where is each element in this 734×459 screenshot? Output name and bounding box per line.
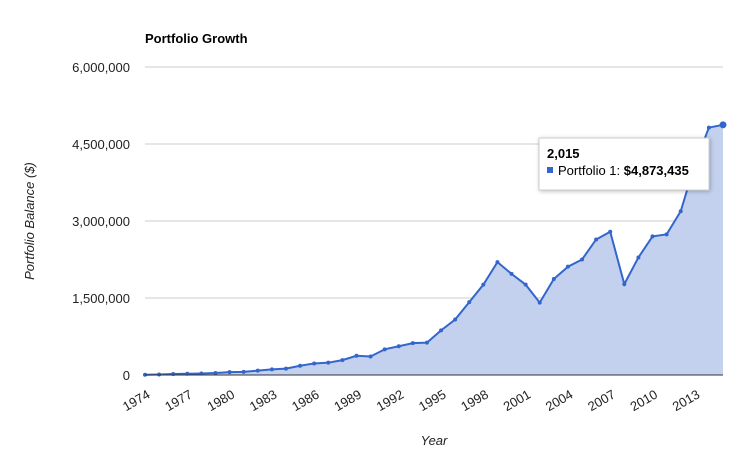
tooltip-value: $4,873,435 xyxy=(624,163,689,178)
data-point[interactable] xyxy=(594,237,599,242)
y-tick-label: 3,000,000 xyxy=(72,214,130,229)
tooltip-series-swatch xyxy=(547,167,553,173)
x-tick-label: 1983 xyxy=(247,387,280,414)
x-tick-label: 1992 xyxy=(374,387,407,414)
x-tick-label: 2004 xyxy=(543,387,576,414)
data-point[interactable] xyxy=(608,229,613,234)
data-point[interactable] xyxy=(622,282,627,287)
series-points xyxy=(143,121,727,377)
data-point[interactable] xyxy=(467,300,472,305)
data-point[interactable] xyxy=(410,341,415,346)
data-point[interactable] xyxy=(678,209,683,214)
y-tick-label: 4,500,000 xyxy=(72,137,130,152)
data-point[interactable] xyxy=(580,257,585,262)
tooltip-box xyxy=(538,137,710,191)
data-point[interactable] xyxy=(453,317,458,322)
y-tick-label: 1,500,000 xyxy=(72,291,130,306)
x-tick-label: 1989 xyxy=(331,387,364,414)
data-point[interactable] xyxy=(481,282,486,287)
data-point[interactable] xyxy=(199,371,204,376)
x-tick-label: 1986 xyxy=(289,387,322,414)
data-point[interactable] xyxy=(269,367,274,372)
data-point[interactable] xyxy=(227,370,232,375)
x-tick-label: 2001 xyxy=(501,387,534,414)
data-point[interactable] xyxy=(396,344,401,349)
x-tick-label: 2010 xyxy=(627,387,660,414)
data-point[interactable] xyxy=(213,370,218,375)
data-point[interactable] xyxy=(241,369,246,374)
data-point[interactable] xyxy=(495,260,500,265)
data-point[interactable] xyxy=(340,358,345,363)
data-point[interactable] xyxy=(255,368,260,373)
x-tick-label: 2013 xyxy=(670,387,703,414)
data-point[interactable] xyxy=(312,361,317,366)
x-tick-label: 1980 xyxy=(205,387,238,414)
x-tick-label: 1974 xyxy=(120,387,153,414)
data-point[interactable] xyxy=(298,363,303,368)
y-tick-label: 0 xyxy=(123,368,130,383)
y-axis-label: Portfolio Balance ($) xyxy=(22,162,37,280)
data-point[interactable] xyxy=(650,234,655,239)
tooltip-year: 2,015 xyxy=(547,146,580,161)
series-line xyxy=(144,123,724,376)
x-tick-label: 1998 xyxy=(458,387,491,414)
x-tick-label: 1995 xyxy=(416,387,449,414)
data-point[interactable] xyxy=(706,125,711,130)
chart-title: Portfolio Growth xyxy=(145,31,248,46)
data-point[interactable] xyxy=(283,366,288,371)
data-point[interactable] xyxy=(523,282,528,287)
tooltip-series-line: Portfolio 1: $4,873,435 xyxy=(558,163,689,178)
data-point[interactable] xyxy=(509,271,514,276)
series-area xyxy=(145,124,723,375)
data-point[interactable] xyxy=(636,255,641,260)
data-point[interactable] xyxy=(537,300,542,305)
data-point[interactable] xyxy=(439,328,444,333)
data-point[interactable] xyxy=(664,232,669,237)
data-point[interactable] xyxy=(326,360,331,365)
x-tick-label: 2007 xyxy=(585,387,618,414)
data-point[interactable] xyxy=(157,372,162,377)
y-tick-label: 6,000,000 xyxy=(72,60,130,75)
x-axis-ticks: 1974 1977 1980 1983 1986 1989 1992 1995 1998 2001… xyxy=(120,387,702,414)
data-point[interactable] xyxy=(382,347,387,352)
data-point[interactable] xyxy=(368,354,373,359)
data-tooltip: 2,015 Portfolio 1: $4,873,435 xyxy=(538,137,710,191)
y-axis-ticks: 0 1,500,000 3,000,000 4,500,000 6,000,000 xyxy=(72,60,130,383)
data-point[interactable] xyxy=(719,121,727,129)
tooltip-series-label: Portfolio 1: xyxy=(558,163,624,178)
x-axis-label: Year xyxy=(421,433,448,448)
x-tick-label: 1977 xyxy=(162,387,195,414)
data-point[interactable] xyxy=(551,277,556,282)
data-point[interactable] xyxy=(354,353,359,358)
data-point[interactable] xyxy=(424,340,429,345)
data-point[interactable] xyxy=(565,264,570,269)
